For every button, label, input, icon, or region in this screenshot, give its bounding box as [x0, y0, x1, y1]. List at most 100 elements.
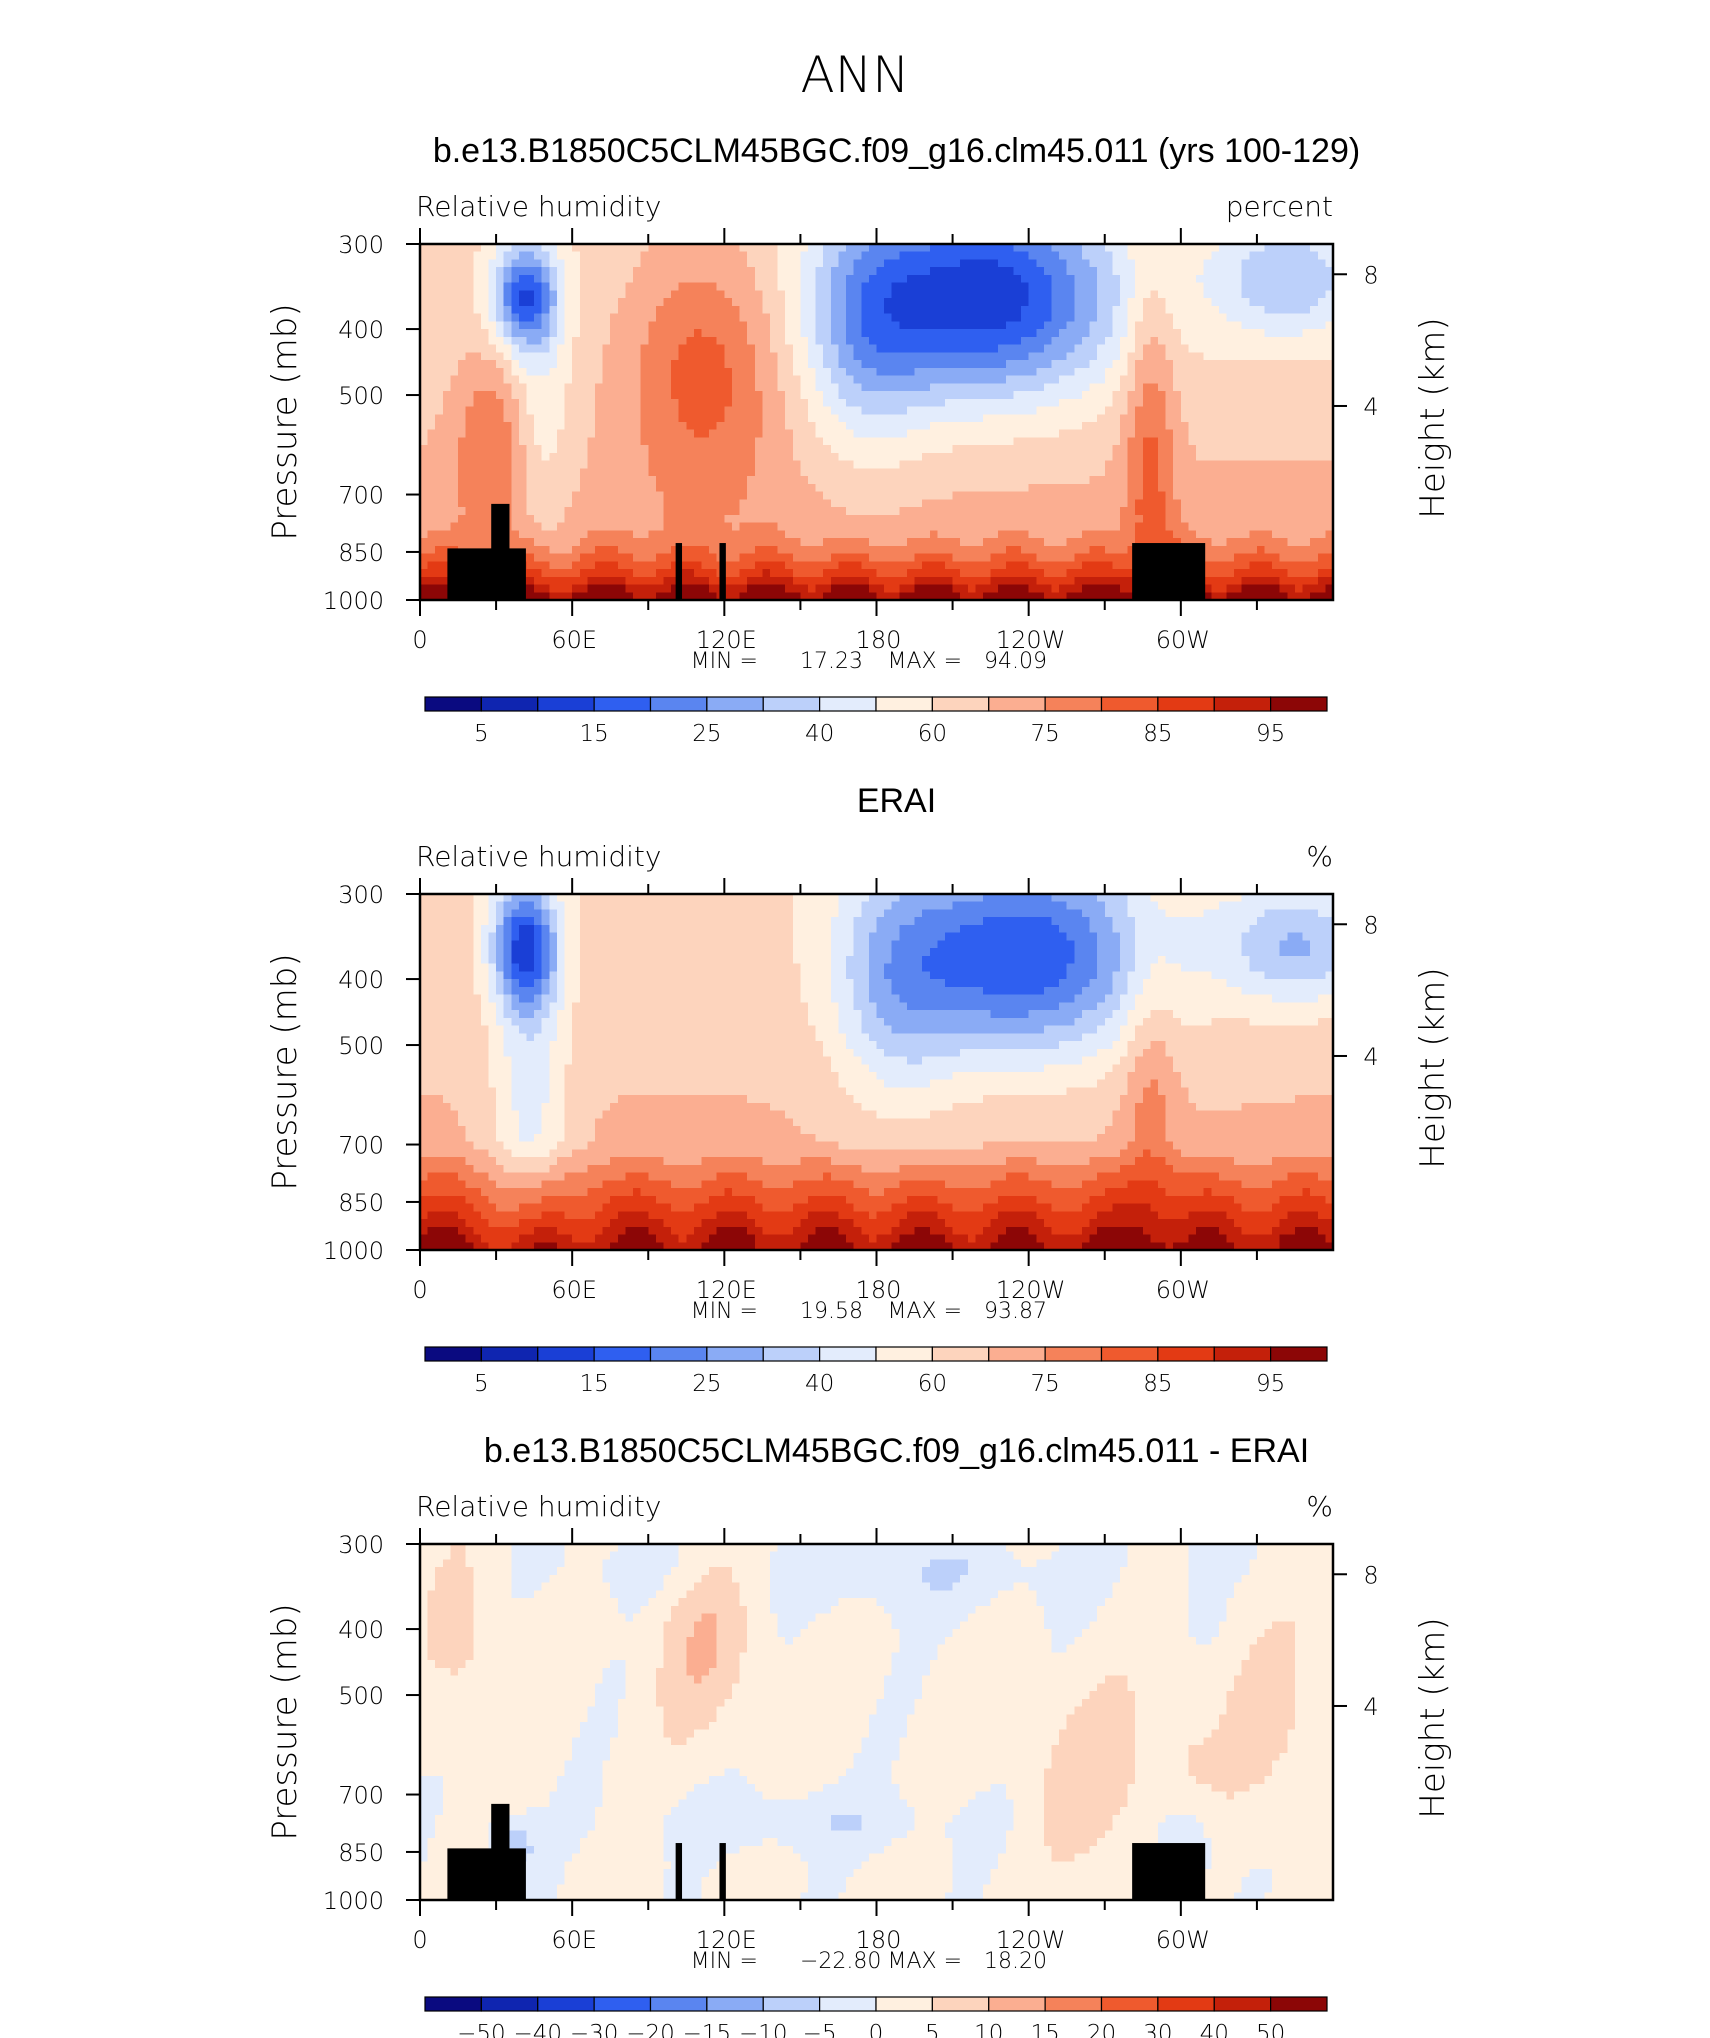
right-label: %	[1306, 840, 1333, 873]
y-right-axis-label: Height (km)	[1413, 967, 1453, 1168]
y-right-tick-label: 8	[1363, 1561, 1378, 1589]
colorbar-swatch	[875, 696, 933, 712]
colorbar-swatch	[762, 1346, 821, 1362]
colorbar-label: 15	[579, 1371, 608, 1397]
right-label: %	[1306, 1490, 1333, 1523]
colorbar-swatch	[1044, 1346, 1103, 1362]
colorbar-swatch	[706, 696, 764, 712]
topography-mask	[447, 1803, 1206, 1900]
colorbar-swatch	[1157, 1346, 1215, 1362]
y-tick-label: 700	[338, 482, 384, 510]
colorbar-label: 95	[1256, 1371, 1285, 1397]
colorbar-swatch	[480, 1996, 539, 2012]
colorbar-swatch	[819, 1996, 877, 2012]
y-tick-label: 850	[338, 539, 384, 567]
colorbar-label: 5	[925, 2021, 940, 2038]
colorbar-swatch	[649, 1996, 708, 2012]
x-tick-label: 180	[856, 1276, 902, 1304]
min-value: 17.23	[800, 649, 863, 674]
colorbar-swatch	[988, 1346, 1046, 1362]
colorbar-label: 40	[805, 721, 834, 747]
max-value: 18.20	[984, 1949, 1047, 1974]
y-right-tick-label: 4	[1363, 1693, 1378, 1721]
colorbar-label: 75	[1030, 721, 1059, 747]
x-tick-label: 120W	[996, 1926, 1066, 1954]
colorbar-swatch	[1270, 696, 1328, 712]
colorbar-label: −50	[457, 2021, 506, 2038]
colorbar-swatch	[706, 1996, 764, 2012]
colorbar-swatch	[931, 1996, 990, 2012]
colorbar-swatch	[649, 696, 708, 712]
y-tick-label: 300	[338, 881, 384, 909]
y-tick-label: 850	[338, 1839, 384, 1867]
colorbar-label: −15	[683, 2021, 732, 2038]
y-right-tick-label: 4	[1363, 393, 1378, 421]
y-tick-label: 500	[338, 382, 384, 410]
x-tick-label: 60W	[1156, 626, 1210, 654]
colorbar-swatch	[424, 696, 482, 712]
left-label: Relative humidity	[416, 840, 661, 873]
y-tick-label: 1000	[323, 1887, 384, 1915]
colorbar-label: 30	[1143, 2021, 1172, 2038]
left-label: Relative humidity	[416, 1490, 661, 1523]
max-label: MAX =	[887, 649, 962, 674]
colorbar-swatch	[649, 1346, 708, 1362]
figure-title: ANN	[800, 46, 909, 104]
topography-mask	[447, 503, 1206, 600]
colorbar-swatch	[762, 1996, 821, 2012]
colorbar-swatch	[1213, 1996, 1272, 2012]
colorbar-swatch	[537, 1996, 595, 2012]
colorbar-label: 15	[1030, 2021, 1059, 2038]
min-label: MIN =	[691, 649, 758, 674]
colorbar-label: 95	[1256, 721, 1285, 747]
panel-title: ERAI	[857, 782, 936, 820]
colorbar-swatch	[593, 1996, 652, 2012]
y-tick-label: 1000	[323, 1237, 384, 1265]
colorbar-swatch	[593, 1346, 652, 1362]
y-tick-label: 300	[338, 231, 384, 259]
y-tick-label: 400	[338, 1616, 384, 1644]
colorbar-label: 40	[805, 1371, 834, 1397]
min-label: MIN =	[691, 1299, 758, 1324]
x-tick-label: 60E	[551, 626, 597, 654]
x-tick-label: 60E	[551, 1926, 597, 1954]
colorbar-swatch	[931, 696, 990, 712]
colorbar-swatch	[1213, 696, 1272, 712]
colorbar-label: 25	[692, 1371, 721, 1397]
colorbar-swatch	[1270, 1346, 1328, 1362]
y-tick-label: 700	[338, 1782, 384, 1810]
y-tick-label: 500	[338, 1032, 384, 1060]
colorbar-swatch	[1044, 696, 1103, 712]
colorbar-swatch	[593, 696, 652, 712]
colorbar-label: 75	[1030, 1371, 1059, 1397]
colorbar-swatch	[706, 1346, 764, 1362]
contour-field	[420, 244, 1334, 601]
colorbar-label: 0	[869, 2021, 884, 2038]
y-tick-label: 850	[338, 1189, 384, 1217]
colorbar-swatch	[1213, 1346, 1272, 1362]
y-tick-label: 300	[338, 1531, 384, 1559]
colorbar-label: −5	[803, 2021, 837, 2038]
x-tick-label: 120E	[696, 1926, 757, 1954]
max-label: MAX =	[887, 1299, 962, 1324]
colorbar-label: 50	[1256, 2021, 1285, 2038]
colorbar-swatch	[875, 1346, 933, 1362]
panel-title: b.e13.B1850C5CLM45BGC.f09_g16.clm45.011 …	[433, 132, 1360, 170]
colorbar-swatch	[480, 696, 539, 712]
x-tick-label: 0	[412, 1276, 427, 1304]
x-tick-label: 60W	[1156, 1926, 1210, 1954]
x-tick-label: 120E	[696, 1276, 757, 1304]
colorbar-swatch	[875, 1996, 933, 2012]
min-value: −22.80	[800, 1949, 881, 1974]
min-label: MIN =	[691, 1949, 758, 1974]
y-tick-label: 400	[338, 316, 384, 344]
colorbar-swatch	[931, 1346, 990, 1362]
y-tick-label: 400	[338, 966, 384, 994]
colorbar-label: 5	[474, 1371, 489, 1397]
colorbar-label: 40	[1200, 2021, 1229, 2038]
y-axis-label: Pressure (mb)	[265, 953, 305, 1190]
right-label: percent	[1226, 190, 1333, 223]
colorbar-swatch	[537, 696, 595, 712]
colorbar-swatch	[1157, 696, 1215, 712]
colorbar-swatch	[424, 1996, 482, 2012]
